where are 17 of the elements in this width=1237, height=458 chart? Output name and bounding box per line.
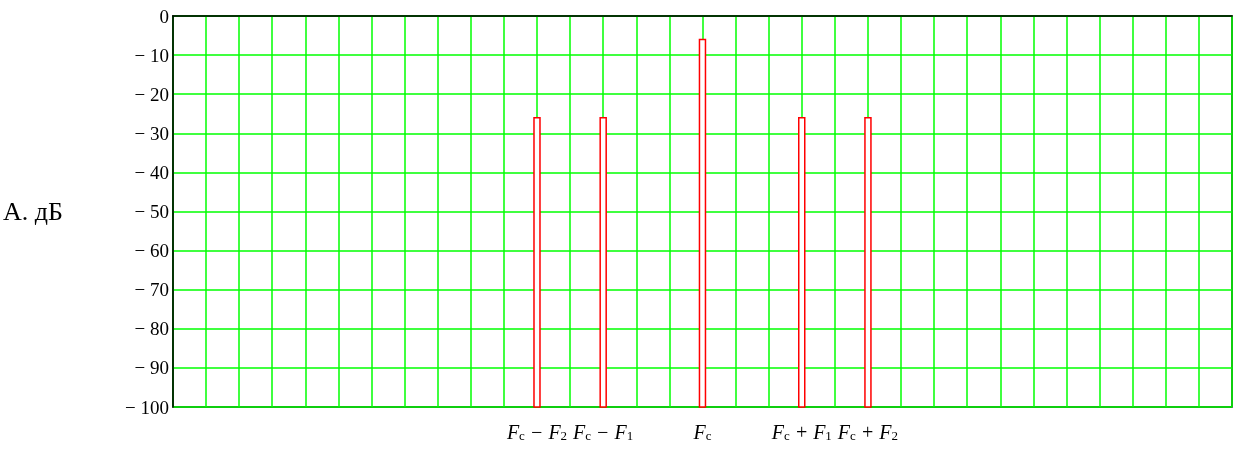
x-tick-label: Fc − F1 (572, 420, 634, 443)
y-tick-label: 0 (159, 5, 169, 27)
y-tick-label: − 90 (134, 357, 169, 379)
y-tick-label: − 100 (124, 396, 169, 418)
y-tick-label: − 80 (134, 318, 169, 340)
y-tick-label: − 10 (134, 44, 169, 66)
x-tick-label: Fc − F2 (505, 420, 568, 443)
y-tick-label: − 40 (134, 161, 169, 183)
y-axis-title: A. дБ (3, 197, 63, 226)
y-tick-label: − 20 (134, 83, 169, 105)
y-tick-label: − 50 (134, 201, 169, 222)
x-tick-label: Fc + F2 (836, 420, 899, 443)
x-tick-label: Fc + F1 (770, 420, 832, 443)
y-tick-label: − 60 (134, 240, 169, 262)
x-tick-label: Fc (692, 420, 712, 443)
y-tick-label: − 70 (134, 279, 169, 301)
y-tick-label: − 30 (134, 122, 169, 144)
